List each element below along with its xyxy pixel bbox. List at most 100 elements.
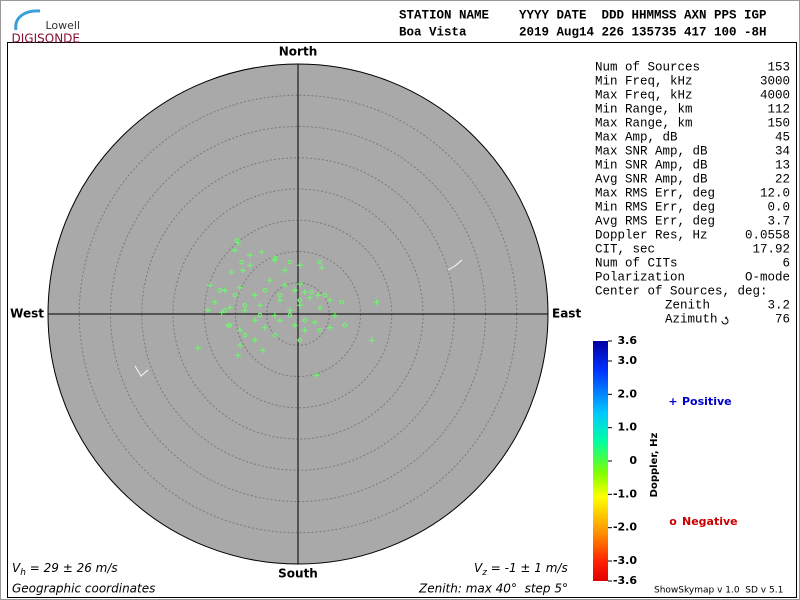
stat-label: Max SNR Amp, dB <box>595 144 708 158</box>
vz-text: = -1 ± 1 m/s <box>487 561 568 575</box>
source-positive <box>326 297 333 304</box>
source-positive <box>251 337 258 344</box>
velocity-arrow <box>447 259 463 271</box>
stat-value: 12.0 <box>760 186 790 200</box>
source-positive <box>313 372 320 379</box>
direction-label: South <box>278 567 318 581</box>
azimuth-icon <box>721 316 729 325</box>
direction-label: North <box>279 45 317 59</box>
colorbar-tick-label: -3.0 <box>613 554 637 567</box>
stat-label: Avg RMS Err, deg <box>595 214 715 228</box>
source-negative <box>287 259 293 265</box>
source-negative <box>342 322 348 328</box>
source-positive <box>258 249 265 256</box>
header-values: Boa Vista 2019 Aug14 226 135735 417 100 … <box>399 25 767 39</box>
source-positive <box>218 309 225 316</box>
center-value: 76 <box>775 312 790 326</box>
source-positive <box>236 284 243 291</box>
stat-value: 4000 <box>760 88 790 102</box>
source-positive <box>326 324 333 331</box>
stat-value: 112 <box>767 102 790 116</box>
source-positive <box>281 267 288 274</box>
stat-value: 150 <box>767 116 790 130</box>
source-positive <box>301 327 308 334</box>
version: ShowSkymap v 1.0 SD v 5.1 <box>654 586 783 596</box>
source-positive <box>226 304 233 311</box>
logo-top: Lowell <box>45 19 80 32</box>
source-positive <box>316 304 323 311</box>
stat-value: 22 <box>775 172 790 186</box>
stat-label: Min Freq, kHz <box>595 74 693 88</box>
colorbar <box>593 341 608 581</box>
source-positive <box>260 347 266 354</box>
source-negative <box>297 297 303 303</box>
stat-label: Max Amp, dB <box>595 130 678 144</box>
header-labels: STATION NAME YYYY DATE DDD HHMMSS AXN PP… <box>399 8 767 22</box>
source-negative <box>297 337 303 343</box>
source-negative <box>239 259 245 265</box>
source-positive <box>231 247 238 254</box>
stat-label: Avg SNR Amp, dB <box>595 172 708 186</box>
source-positive <box>276 317 283 324</box>
source-positive <box>368 337 375 344</box>
source-negative <box>309 289 315 295</box>
vertical-velocity: Vz = -1 ± 1 m/s <box>474 561 568 578</box>
source-positive <box>236 342 243 349</box>
source-positive <box>236 327 243 334</box>
vz-symbol: V <box>474 561 483 575</box>
coords-note: Geographic coordinates <box>12 582 155 596</box>
source-positive <box>205 307 211 314</box>
source-positive <box>246 252 253 259</box>
stat-label: Max RMS Err, deg <box>595 186 715 200</box>
source-positive <box>318 264 325 271</box>
legend-marker: o <box>669 515 677 528</box>
source-negative <box>234 237 240 243</box>
legend-label: Negative <box>682 515 738 528</box>
source-positive <box>206 282 213 289</box>
source-positive <box>311 319 318 326</box>
stat-label: Max Range, km <box>595 116 693 130</box>
source-negative <box>227 322 233 328</box>
source-positive <box>301 289 308 296</box>
source-positive <box>251 292 258 299</box>
direction-label: East <box>552 307 581 321</box>
source-positive <box>228 269 235 276</box>
vh-text: = 29 ± 26 m/s <box>26 561 118 575</box>
vh-sub: h <box>20 568 26 578</box>
source-positive <box>296 302 303 309</box>
stat-label: Doppler Res, Hz <box>595 228 708 242</box>
source-positive <box>251 317 258 324</box>
colorbar-tick-label: 3.6 <box>618 334 638 347</box>
stat-label: Max Freq, kHz <box>595 88 693 102</box>
source-positive <box>241 307 248 314</box>
source-positive <box>291 322 298 329</box>
source-positive <box>266 277 273 284</box>
source-negative <box>262 287 268 293</box>
source-positive <box>373 299 380 306</box>
source-negative <box>317 327 323 333</box>
colorbar-tick-label: -3.6 <box>613 574 637 587</box>
stat-label: Polarization <box>595 270 685 284</box>
source-positive <box>296 262 303 269</box>
source-positive <box>296 281 303 287</box>
vz-sub: z <box>481 568 487 578</box>
horizontal-velocity: Vh = 29 ± 26 m/s <box>12 561 118 578</box>
source-positive <box>286 307 293 314</box>
source-positive <box>276 297 283 304</box>
source-negative <box>339 299 345 305</box>
source-positive <box>256 302 263 309</box>
logo-swoosh <box>14 9 41 31</box>
stat-value: 13 <box>775 158 790 172</box>
stat-label: Num of Sources <box>595 60 700 74</box>
stat-value: O-mode <box>745 270 790 284</box>
legend-label: Positive <box>682 395 732 408</box>
source-negative <box>317 259 323 265</box>
source-negative <box>272 255 278 261</box>
source-positive <box>281 282 288 289</box>
source-positive <box>306 294 313 301</box>
stat-value: 6 <box>782 256 790 270</box>
stat-value: 153 <box>767 60 790 74</box>
source-positive <box>315 292 321 299</box>
